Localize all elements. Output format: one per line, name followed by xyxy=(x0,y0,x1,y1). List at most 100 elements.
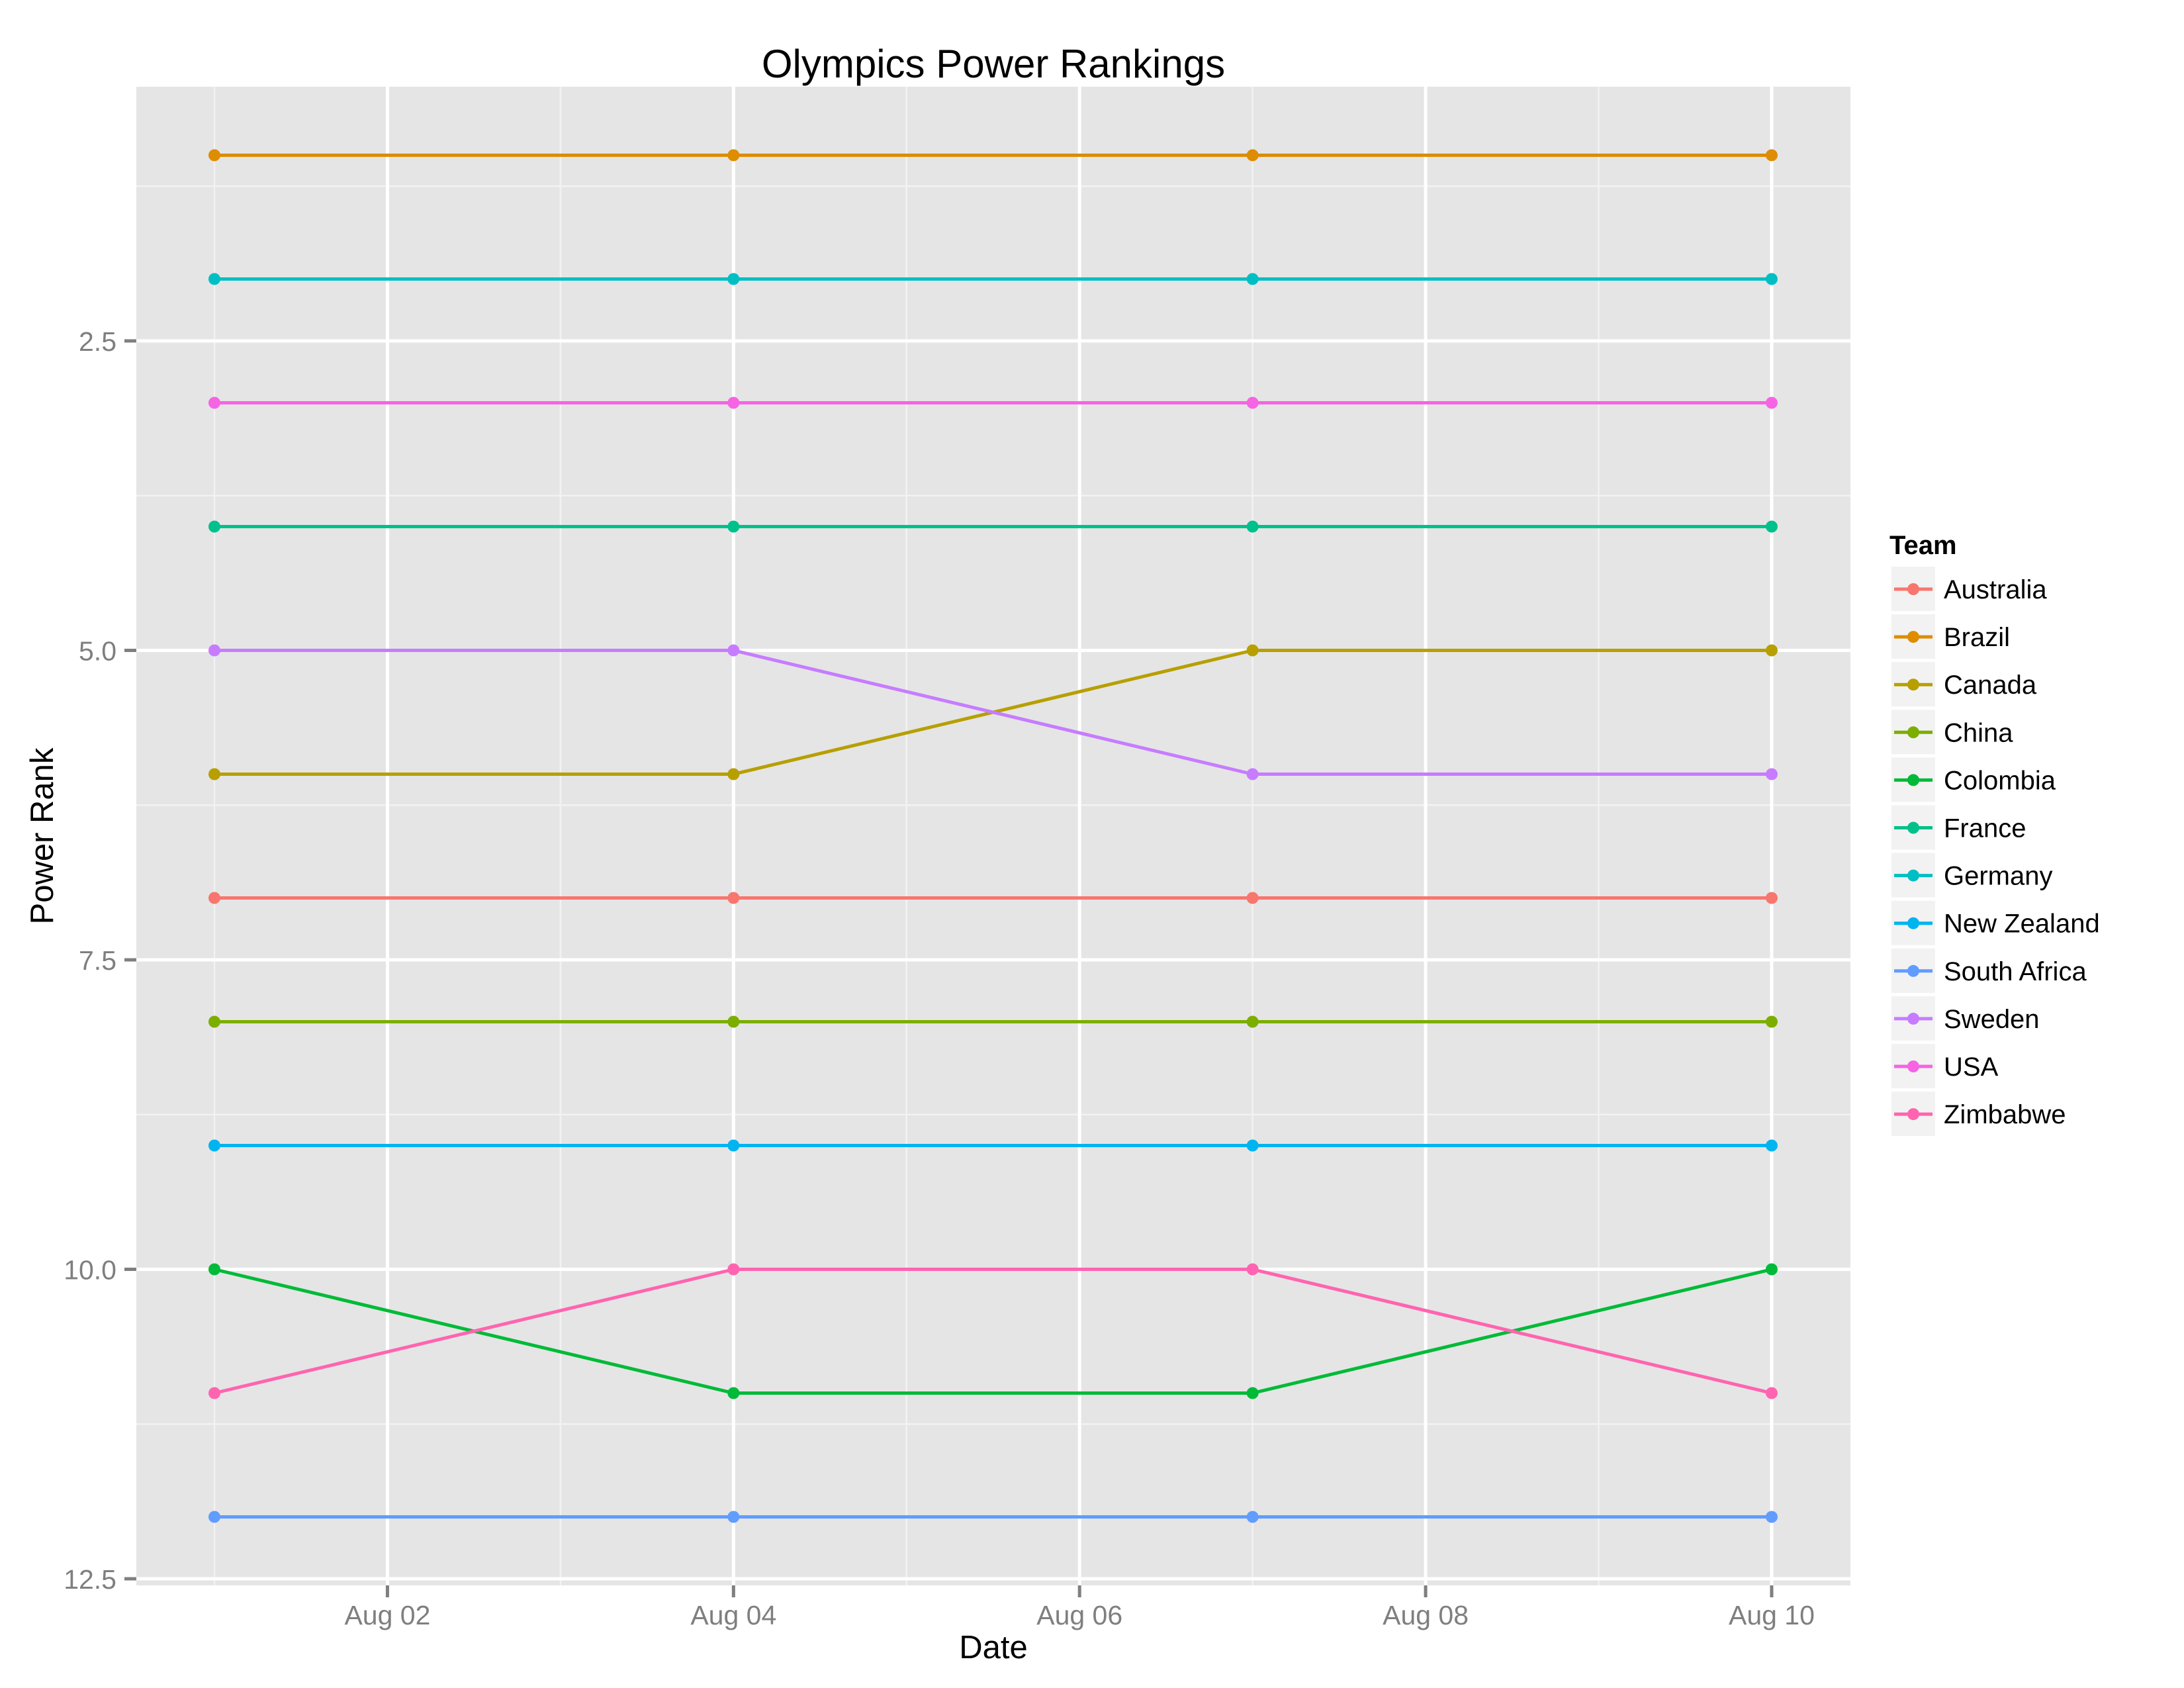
data-point-colombia xyxy=(1765,1263,1778,1276)
data-point-sweden xyxy=(727,644,740,657)
y-tick-label: 2.5 xyxy=(79,326,116,357)
x-tick-label: Aug 02 xyxy=(344,1600,430,1630)
data-point-new-zealand xyxy=(727,1139,740,1152)
legend-label: Zimbabwe xyxy=(1944,1100,2066,1129)
data-point-colombia xyxy=(1246,1387,1259,1399)
data-point-china xyxy=(1765,1015,1778,1028)
legend-item-france: France xyxy=(1891,805,2026,850)
legend-item-sweden: Sweden xyxy=(1891,996,2040,1041)
data-point-canada xyxy=(1765,644,1778,657)
series-line-zimbabwe xyxy=(214,1268,1772,1395)
data-point-germany xyxy=(727,273,740,285)
legend-point-icon xyxy=(1907,631,1919,643)
x-tick-label: Aug 08 xyxy=(1383,1600,1469,1630)
data-point-canada xyxy=(208,768,220,780)
data-point-colombia xyxy=(208,1263,220,1276)
legend-label: Colombia xyxy=(1944,766,2056,795)
data-point-sweden xyxy=(208,644,220,657)
x-tick-label: Aug 06 xyxy=(1036,1600,1122,1630)
legend-point-icon xyxy=(1907,1108,1919,1121)
data-point-brazil xyxy=(727,149,740,162)
data-point-sweden xyxy=(1246,768,1259,780)
y-tick-label: 12.5 xyxy=(64,1564,116,1595)
legend-item-australia: Australia xyxy=(1891,567,2047,611)
series-line-sweden xyxy=(214,649,1772,776)
data-point-canada xyxy=(1246,644,1259,657)
data-point-usa xyxy=(1246,397,1259,409)
legend-item-brazil: Brazil xyxy=(1891,614,2010,659)
legend-item-usa: USA xyxy=(1891,1044,1999,1088)
data-point-australia xyxy=(1246,892,1259,904)
legend-point-icon xyxy=(1907,583,1919,595)
legend-label: South Africa xyxy=(1944,957,2087,986)
data-point-germany xyxy=(208,273,220,285)
legend-point-icon xyxy=(1907,679,1919,691)
data-point-south-africa xyxy=(1246,1511,1259,1523)
y-tick-label: 5.0 xyxy=(79,636,116,667)
data-point-brazil xyxy=(1246,149,1259,162)
data-point-australia xyxy=(208,892,220,904)
data-point-sweden xyxy=(1765,768,1778,780)
data-point-new-zealand xyxy=(1765,1139,1778,1152)
data-point-germany xyxy=(1246,273,1259,285)
legend-title: Team xyxy=(1889,531,1957,560)
legend-item-germany: Germany xyxy=(1891,853,2053,898)
x-tick-label: Aug 10 xyxy=(1729,1600,1815,1630)
data-point-usa xyxy=(727,397,740,409)
data-point-usa xyxy=(208,397,220,409)
legend: Team Australia Brazil Canada China Colombia F… xyxy=(1889,531,2100,1137)
legend-label: Canada xyxy=(1944,671,2037,700)
data-point-brazil xyxy=(1765,149,1778,162)
minor-gridlines xyxy=(136,87,1850,1585)
data-point-germany xyxy=(1765,273,1778,285)
legend-label: China xyxy=(1944,718,2013,747)
legend-point-icon xyxy=(1907,964,1919,977)
data-point-zimbabwe xyxy=(1765,1387,1778,1399)
legend-point-icon xyxy=(1907,821,1919,834)
data-point-brazil xyxy=(208,149,220,162)
legend-point-icon xyxy=(1907,869,1919,882)
data-point-south-africa xyxy=(1765,1511,1778,1523)
data-point-new-zealand xyxy=(1246,1139,1259,1152)
legend-label: Sweden xyxy=(1944,1005,2040,1034)
legend-point-icon xyxy=(1907,1012,1919,1025)
x-axis-title: Date xyxy=(959,1630,1028,1665)
legend-label: Brazil xyxy=(1944,623,2010,652)
data-point-china xyxy=(727,1015,740,1028)
data-point-france xyxy=(208,520,220,533)
y-tick-label: 7.5 xyxy=(79,945,116,976)
data-point-australia xyxy=(1765,892,1778,904)
data-point-china xyxy=(1246,1015,1259,1028)
data-point-canada xyxy=(727,768,740,780)
data-point-south-africa xyxy=(727,1511,740,1523)
data-point-usa xyxy=(1765,397,1778,409)
y-axis-title: Power Rank xyxy=(24,747,60,924)
legend-label: Australia xyxy=(1944,575,2047,604)
legend-label: USA xyxy=(1944,1053,1999,1082)
legend-label: France xyxy=(1944,814,2026,843)
data-point-france xyxy=(727,520,740,533)
data-point-australia xyxy=(727,892,740,904)
legend-item-zimbabwe: Zimbabwe xyxy=(1891,1092,2066,1137)
series-lines xyxy=(214,154,1772,1519)
y-tick-label: 10.0 xyxy=(64,1255,116,1286)
data-point-france xyxy=(1246,520,1259,533)
data-point-zimbabwe xyxy=(727,1263,740,1276)
legend-item-new-zealand: New Zealand xyxy=(1891,900,2100,945)
series-points xyxy=(208,149,1778,1523)
chart-title: Olympics Power Rankings xyxy=(762,42,1225,86)
legend-point-icon xyxy=(1907,1060,1919,1072)
legend-point-icon xyxy=(1907,726,1919,739)
legend-item-china: China xyxy=(1891,710,2013,755)
legend-item-canada: Canada xyxy=(1891,662,2037,707)
x-tick-label: Aug 04 xyxy=(690,1600,776,1630)
data-point-colombia xyxy=(727,1387,740,1399)
legend-point-icon xyxy=(1907,774,1919,786)
data-point-south-africa xyxy=(208,1511,220,1523)
plot-panel xyxy=(136,87,1850,1585)
y-axis: 2.5 5.0 7.5 10.0 12.5 xyxy=(64,326,136,1595)
legend-point-icon xyxy=(1907,917,1919,929)
major-gridlines xyxy=(136,87,1850,1585)
data-point-france xyxy=(1765,520,1778,533)
